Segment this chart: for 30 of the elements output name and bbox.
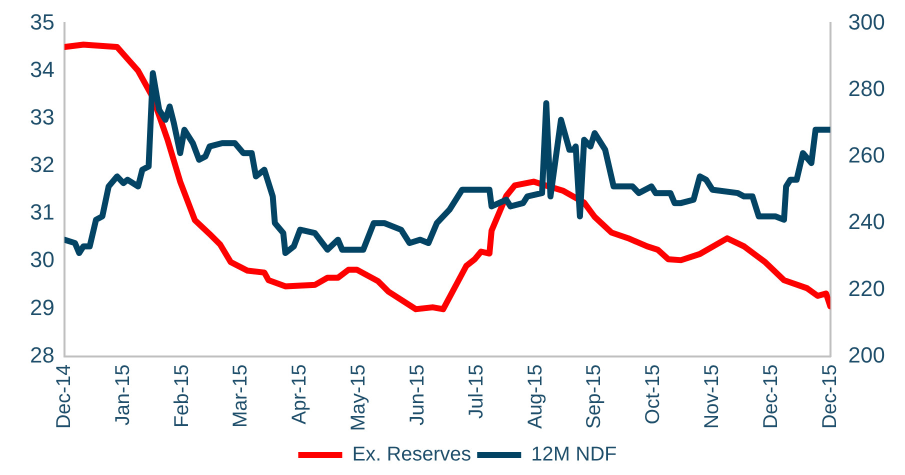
y2-tick-label: 300 bbox=[848, 9, 886, 34]
legend-label: 12M NDF bbox=[531, 444, 617, 466]
y-tick-label: 31 bbox=[30, 200, 54, 225]
x-tick-label: Feb-15 bbox=[170, 364, 193, 428]
y-tick-label: 32 bbox=[30, 152, 54, 178]
y2-tick-label: 220 bbox=[848, 276, 886, 301]
y-tick-label: 33 bbox=[30, 104, 54, 130]
x-tick-label: Jun-15 bbox=[406, 364, 428, 426]
x-tick-label: Jul-15 bbox=[465, 364, 488, 419]
x-tick-label: Dec-15 bbox=[818, 364, 841, 429]
legend-label: Ex. Reserves bbox=[352, 444, 472, 466]
x-tick-label: Sep-15 bbox=[583, 364, 606, 429]
y2-tick-label: 260 bbox=[848, 142, 886, 168]
y-tick-label: 28 bbox=[30, 342, 54, 368]
x-tick-label: Dec-14 bbox=[52, 364, 75, 429]
x-tick-label: Mar-15 bbox=[230, 364, 252, 428]
x-tick-label: Dec-15 bbox=[760, 364, 782, 429]
x-tick-label: Oct-15 bbox=[642, 364, 664, 424]
y-tick-label: 30 bbox=[30, 247, 54, 272]
y2-tick-label: 240 bbox=[848, 209, 886, 234]
y2-tick-label: 280 bbox=[848, 76, 886, 101]
x-tick-label: Nov-15 bbox=[700, 364, 723, 429]
x-tick-label: May-15 bbox=[348, 364, 370, 432]
x-tick-label: Aug-15 bbox=[524, 364, 546, 429]
y2-tick-label: 200 bbox=[848, 342, 886, 368]
y-tick-label: 34 bbox=[30, 56, 54, 82]
x-tick-label: Apr-15 bbox=[288, 364, 311, 424]
y-tick-label: 29 bbox=[30, 294, 54, 320]
x-tick-label: Jan-15 bbox=[112, 364, 134, 426]
y-tick-label: 35 bbox=[30, 9, 54, 34]
